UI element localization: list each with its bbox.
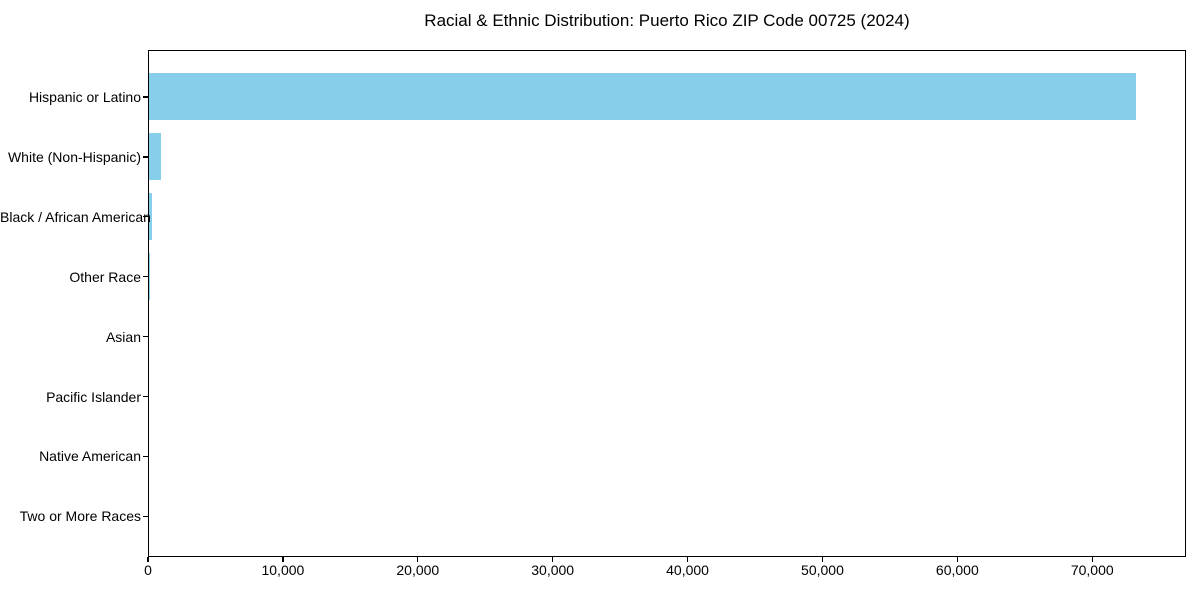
- x-tick-mark: [821, 557, 824, 562]
- x-tick-mark: [552, 557, 554, 562]
- y-tick-mark: [143, 455, 148, 458]
- bar-black-african-american: [149, 192, 153, 240]
- x-tick-label: 0: [144, 562, 152, 578]
- y-tick-mark: [143, 515, 148, 517]
- x-tick-label: 40,000: [666, 562, 709, 578]
- plot-area: [148, 50, 1186, 557]
- x-tick-mark: [686, 557, 689, 562]
- x-tick-mark: [147, 557, 149, 562]
- bar-other-race: [149, 252, 150, 300]
- x-tick-mark: [282, 557, 284, 562]
- y-tick-label: Pacific Islander: [46, 388, 141, 405]
- y-tick-label: Other Race: [69, 268, 141, 285]
- x-tick-label: 10,000: [261, 562, 305, 578]
- y-tick-mark: [143, 96, 148, 98]
- y-tick-label: Native American: [39, 448, 141, 465]
- bar-hispanic-or-latino: [149, 73, 1137, 120]
- y-tick-label: Black / African American: [0, 208, 151, 225]
- y-tick-label: Two or More Races: [19, 508, 141, 525]
- y-tick-label: White (Non-Hispanic): [7, 148, 141, 165]
- x-tick-mark: [1091, 557, 1093, 562]
- x-tick-mark: [956, 557, 958, 562]
- y-tick-mark: [143, 395, 148, 398]
- y-tick-mark: [143, 276, 148, 278]
- x-tick-label: 50,000: [801, 562, 844, 578]
- bar-white-non-hispanic: [149, 132, 162, 180]
- chart-title: Racial & Ethnic Distribution: Puerto Ric…: [424, 11, 910, 30]
- x-tick-mark: [417, 557, 419, 562]
- y-tick-label: Asian: [105, 328, 141, 345]
- x-tick-label: 70,000: [1070, 562, 1114, 578]
- x-tick-label: 60,000: [935, 562, 979, 578]
- x-tick-label: 30,000: [531, 562, 575, 578]
- x-tick-label: 20,000: [396, 562, 440, 578]
- y-tick-mark: [143, 335, 148, 338]
- y-tick-mark: [143, 156, 148, 158]
- y-tick-label: Hispanic or Latino: [28, 89, 141, 105]
- y-tick-mark: [143, 216, 148, 218]
